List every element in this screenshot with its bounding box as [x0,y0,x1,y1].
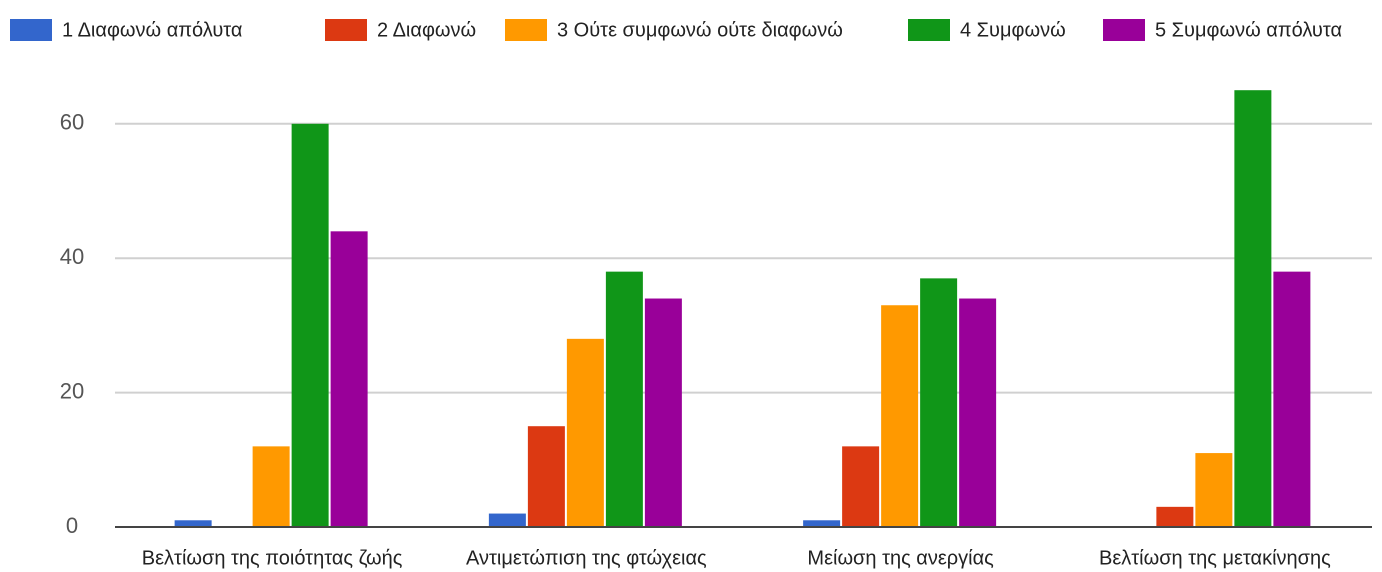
legend-swatch [505,19,547,41]
bar [1156,506,1194,527]
bar [1273,271,1311,527]
legend-label: 2 Διαφωνώ [377,19,476,41]
y-tick-label: 60 [60,110,84,135]
legend-swatch [10,19,52,41]
bar [881,305,919,527]
bar [644,298,682,527]
bar [842,446,880,527]
legend-label: 4 Συμφωνώ [960,19,1066,41]
bar [527,426,565,527]
bar [1234,90,1272,527]
bar [566,338,604,527]
bar [291,123,329,528]
y-tick-label: 20 [60,378,84,403]
y-tick-label: 0 [66,513,78,538]
legend-swatch [1103,19,1145,41]
bar [330,231,368,527]
legend-label: 3 Ούτε συμφωνώ ούτε διαφωνώ [557,19,843,41]
bar [252,446,290,527]
x-tick-label: Αντιμετώπιση της φτώχειας [466,547,707,569]
x-tick-label: Βελτίωση της ποιότητας ζωής [142,547,403,569]
x-tick-label: Μείωση της ανεργίας [807,547,994,569]
bar [959,298,997,527]
legend-swatch [325,19,367,41]
bar [803,520,841,527]
bar [605,271,643,527]
bar [920,278,958,527]
x-tick-label: Βελτίωση της μετακίνησης [1099,547,1331,569]
bar [488,513,526,527]
legend-swatch [908,19,950,41]
y-tick-label: 40 [60,244,84,269]
bar [174,520,212,527]
legend-label: 5 Συμφωνώ απόλυτα [1155,19,1342,41]
legend-label: 1 Διαφωνώ απόλυτα [62,19,242,41]
bar [1195,453,1233,527]
